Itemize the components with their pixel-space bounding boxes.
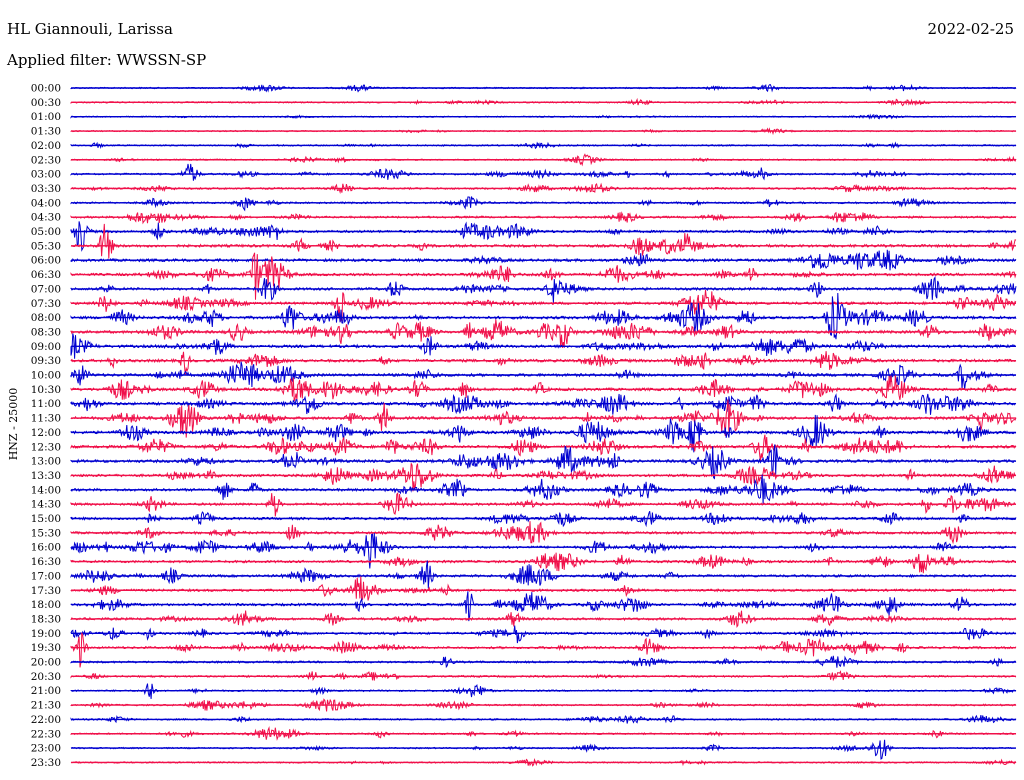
trace-row (70, 375, 1017, 402)
time-label: 14:00 (31, 484, 61, 496)
trace-row (70, 625, 1017, 644)
time-label: 10:00 (31, 370, 61, 382)
trace-row (70, 319, 1017, 348)
time-label: 15:30 (31, 527, 61, 539)
time-label: 12:00 (31, 427, 61, 439)
trace-row (70, 591, 1017, 622)
time-label: 20:30 (31, 671, 61, 683)
date-label: 2022-02-25 (927, 20, 1014, 38)
y-axis-title: HNZ - 25000 (7, 388, 20, 461)
time-label: 18:00 (31, 599, 61, 611)
time-label: 22:00 (31, 714, 61, 726)
trace-row (70, 521, 1017, 545)
time-label: 07:30 (31, 298, 61, 310)
time-label: 15:00 (31, 513, 61, 525)
time-label: 02:30 (31, 154, 61, 166)
trace-row (70, 434, 1017, 462)
seismic-traces (70, 83, 1017, 767)
time-label: 18:30 (31, 613, 61, 625)
time-label: 09:00 (31, 341, 61, 353)
time-label: 13:30 (31, 470, 61, 482)
time-label: 21:30 (31, 700, 61, 712)
time-label: 23:30 (31, 757, 61, 769)
time-label: 14:30 (31, 499, 61, 511)
time-label: 05:00 (31, 226, 61, 238)
station-title: HL Giannouli, Larissa (7, 20, 173, 38)
time-label: 03:30 (31, 183, 61, 195)
time-label: 00:00 (31, 83, 61, 95)
time-label: 20:00 (31, 657, 61, 669)
time-label: 23:00 (31, 743, 61, 755)
time-label: 07:00 (31, 283, 61, 295)
filter-label: Applied filter: WWSSN-SP (7, 51, 207, 69)
time-label: 02:00 (31, 140, 61, 152)
trace-row (70, 560, 1017, 589)
time-label: 01:00 (31, 111, 61, 123)
time-label: 22:30 (31, 728, 61, 740)
trace-row (70, 576, 1017, 601)
time-label: 11:00 (31, 398, 61, 410)
trace-row (70, 739, 1016, 760)
time-label: 04:30 (31, 212, 61, 224)
time-label: 12:30 (31, 441, 61, 453)
trace-row (70, 163, 1017, 181)
trace-row (70, 414, 1017, 453)
time-labels: 00:00 00:30 01:00 01:30 02:00 02:30 03:00 03:30… (31, 83, 61, 769)
time-label: 21:00 (31, 685, 61, 697)
y-axis-label: HNZ - 25000 (7, 388, 20, 461)
time-label: 16:30 (31, 556, 61, 568)
time-label: 03:00 (31, 169, 61, 181)
time-label: 10:30 (31, 384, 61, 396)
time-label: 19:00 (31, 628, 61, 640)
time-label: 06:30 (31, 269, 61, 281)
time-label: 16:00 (31, 542, 61, 554)
trace-row (70, 351, 1017, 375)
time-label: 00:30 (31, 97, 61, 109)
time-label: 09:30 (31, 355, 61, 367)
trace-row (70, 463, 1017, 492)
time-label: 01:30 (31, 126, 61, 138)
time-label: 08:00 (31, 312, 61, 324)
time-label: 11:30 (31, 413, 61, 425)
time-label: 06:00 (31, 255, 61, 267)
time-label: 08:30 (31, 326, 61, 338)
time-label: 19:30 (31, 642, 61, 654)
trace-row (70, 632, 1017, 668)
time-label: 04:00 (31, 197, 61, 209)
time-label: 13:00 (31, 456, 61, 468)
time-label: 05:30 (31, 240, 61, 252)
time-label: 17:30 (31, 585, 61, 597)
time-label: 17:00 (31, 570, 61, 582)
